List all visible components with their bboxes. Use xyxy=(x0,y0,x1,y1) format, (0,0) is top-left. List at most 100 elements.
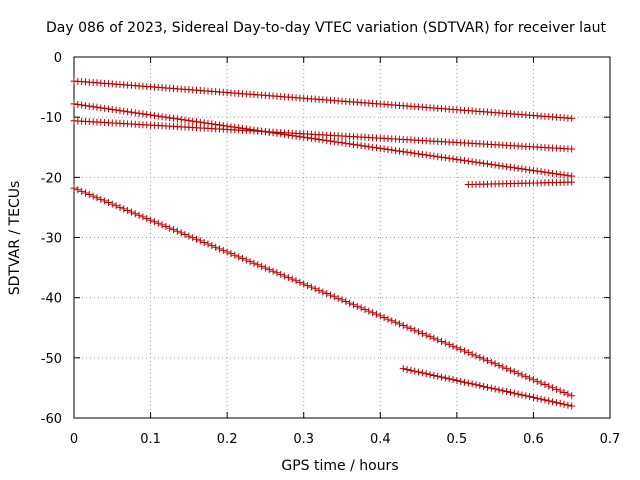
data-point xyxy=(495,386,503,394)
data-point xyxy=(365,143,373,151)
data-point xyxy=(487,384,495,392)
data-point xyxy=(549,384,557,392)
data-point xyxy=(445,375,453,383)
data-point xyxy=(453,344,461,352)
data-point xyxy=(250,259,258,267)
x-axis-label: GPS time / hours xyxy=(281,458,398,474)
data-point xyxy=(78,187,86,195)
data-point xyxy=(537,379,545,387)
data-point xyxy=(104,105,112,113)
data-point xyxy=(533,394,541,402)
data-point xyxy=(480,355,488,363)
data-point xyxy=(518,165,526,173)
data-point xyxy=(426,333,434,341)
data-point xyxy=(472,352,480,360)
data-point xyxy=(208,242,216,250)
data-point xyxy=(541,396,549,404)
data-point xyxy=(127,208,135,216)
data-point xyxy=(560,400,568,408)
data-point xyxy=(124,108,132,116)
data-point xyxy=(288,275,296,283)
data-point xyxy=(108,105,116,113)
series-satellite-1 xyxy=(70,77,576,122)
data-point xyxy=(104,199,112,207)
data-point xyxy=(85,191,93,199)
data-point xyxy=(545,382,553,390)
data-point xyxy=(487,358,495,366)
data-point xyxy=(430,371,438,379)
data-point xyxy=(357,142,365,150)
data-point xyxy=(246,258,254,266)
data-point xyxy=(552,385,560,393)
grid-lines xyxy=(74,57,610,418)
data-point xyxy=(304,282,312,290)
data-point xyxy=(116,107,124,115)
data-point xyxy=(545,397,553,405)
data-point xyxy=(403,148,411,156)
x-tick-label: 0.1 xyxy=(140,432,161,447)
data-point xyxy=(526,166,534,174)
data-point xyxy=(376,144,384,152)
data-point xyxy=(537,395,545,403)
data-point xyxy=(81,102,89,110)
data-point xyxy=(457,156,465,164)
data-point xyxy=(254,261,262,269)
data-point xyxy=(139,213,147,221)
data-point xyxy=(143,110,151,118)
data-point xyxy=(407,149,415,157)
data-point xyxy=(449,342,457,350)
series-satellite-3 xyxy=(70,117,576,153)
data-point xyxy=(300,280,308,288)
data-point xyxy=(529,167,537,175)
data-point xyxy=(135,109,143,117)
data-point xyxy=(281,272,289,280)
data-point xyxy=(411,149,419,157)
data-point xyxy=(549,398,557,406)
data-point xyxy=(457,345,465,353)
data-point xyxy=(514,369,522,377)
data-point xyxy=(242,256,250,264)
data-point xyxy=(491,385,499,393)
data-point xyxy=(261,264,269,272)
data-point xyxy=(392,318,400,326)
data-point xyxy=(556,387,564,395)
y-tick-label: 0 xyxy=(54,51,62,66)
data-point xyxy=(231,251,239,259)
data-point xyxy=(552,399,560,407)
data-point xyxy=(196,237,204,245)
y-tick-label: -60 xyxy=(41,412,62,427)
data-point xyxy=(518,371,526,379)
data-point xyxy=(269,267,277,275)
data-point xyxy=(441,374,449,382)
data-point xyxy=(307,283,315,291)
data-point xyxy=(319,288,327,296)
x-tick-label: 0.4 xyxy=(370,432,391,447)
data-point xyxy=(181,230,189,238)
data-point xyxy=(568,402,576,410)
data-point xyxy=(426,371,434,379)
data-point xyxy=(560,171,568,179)
data-point xyxy=(349,140,357,148)
data-point xyxy=(449,376,457,384)
x-tick-labels: 0 0.1 0.2 0.3 0.4 0.5 0.6 0.7 xyxy=(70,432,620,447)
data-point xyxy=(556,399,564,407)
data-point xyxy=(407,366,415,374)
data-point xyxy=(476,382,484,390)
data-point xyxy=(441,154,449,162)
data-point xyxy=(499,387,507,395)
data-point xyxy=(315,286,323,294)
y-tick-label: -10 xyxy=(41,111,62,126)
data-point xyxy=(193,118,201,126)
data-point xyxy=(499,162,507,170)
data-point xyxy=(78,101,86,109)
data-point xyxy=(468,350,476,358)
data-point xyxy=(445,341,453,349)
data-point xyxy=(273,269,281,277)
data-point xyxy=(296,278,304,286)
series-satellite-5 xyxy=(464,178,576,189)
data-point xyxy=(468,380,476,388)
data-point xyxy=(189,234,197,242)
data-point xyxy=(403,323,411,331)
data-point xyxy=(487,160,495,168)
data-point xyxy=(135,211,143,219)
